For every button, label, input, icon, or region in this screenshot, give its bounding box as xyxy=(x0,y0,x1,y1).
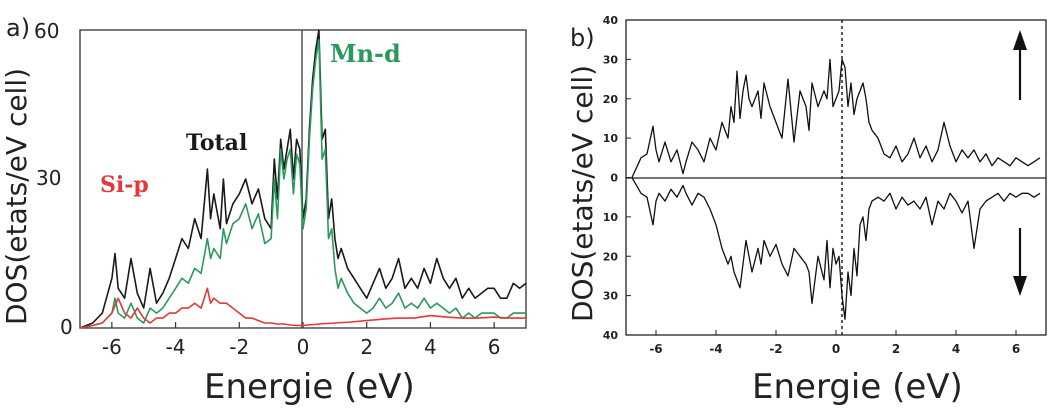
y-tick-label-b: 20 xyxy=(603,93,619,106)
y-tick-label-b: 40 xyxy=(603,329,619,342)
spin-down-arrow-icon xyxy=(1013,228,1027,296)
series-line-spin-down xyxy=(631,177,1041,320)
y-tick-label-b: 20 xyxy=(603,250,619,263)
panel-label-a: a) xyxy=(6,14,30,42)
y-tick-label-b: 10 xyxy=(603,211,619,224)
x-tick-label-a: -6 xyxy=(102,335,122,359)
series-group-b xyxy=(631,58,1041,320)
x-tick-label-b: -6 xyxy=(649,342,662,356)
legend-si-p: Si-p xyxy=(100,172,149,198)
series-line-spin-up xyxy=(631,58,1041,178)
y-tick-label-b: 30 xyxy=(603,53,619,66)
series-group-a xyxy=(79,29,527,329)
x-axis-label-b: Energie (eV) xyxy=(752,367,963,407)
series-line-si-p xyxy=(79,287,526,329)
x-tick-label-a: 2 xyxy=(360,335,373,359)
y-tick-0: 0 xyxy=(60,315,73,339)
panel-b: b) -6 -4 -2 0 2 4 6 0 10 20 30 40 10 20 30 40 DOS(etats… xyxy=(566,14,1047,407)
series-line-mn-d xyxy=(79,39,526,329)
y-tick-60: 60 xyxy=(34,19,59,43)
y-tick-30: 30 xyxy=(36,166,61,190)
y-axis-label-b: DOS(etats/eV cell) xyxy=(566,65,599,322)
x-tick-label-b: -4 xyxy=(709,342,722,356)
x-tick-label-a: -2 xyxy=(229,335,249,359)
x-axis-label-a: Energie (eV) xyxy=(204,367,415,407)
x-tick-label-b: 4 xyxy=(952,342,960,356)
legend-total: Total xyxy=(186,130,247,156)
x-tick-label-a: -4 xyxy=(166,335,186,359)
x-tick-label-b: 6 xyxy=(1012,342,1020,356)
x-tick-label-a: 0 xyxy=(297,335,310,359)
spin-up-arrow-icon xyxy=(1013,30,1027,100)
y-tick-label-b: 0 xyxy=(610,172,618,185)
axis-ticks-b: -6 -4 -2 0 2 4 6 0 10 20 30 40 10 20 30 40 xyxy=(603,14,1020,356)
x-tick-label-a: 6 xyxy=(488,335,501,359)
x-tick-label-b: 2 xyxy=(892,342,900,356)
y-axis-label-a: DOS(etats/eV cell) xyxy=(0,68,33,325)
x-ticks-a: -6 -4 -2 0 2 4 6 xyxy=(102,322,501,359)
legend-mn-d: Mn-d xyxy=(330,39,401,68)
y-tick-label-b: 30 xyxy=(603,290,619,303)
x-tick-label-b: -2 xyxy=(769,342,782,356)
panel-label-b: b) xyxy=(570,24,595,52)
x-tick-label-a: 4 xyxy=(424,335,437,359)
panel-a: a) -6 -4 -2 0 2 4 6 60 30 0 Total Mn-d Si-p DO… xyxy=(0,14,527,407)
y-tick-label-b: 40 xyxy=(603,14,619,27)
x-tick-label-b: 0 xyxy=(832,342,840,356)
y-tick-label-b: 10 xyxy=(603,132,619,145)
